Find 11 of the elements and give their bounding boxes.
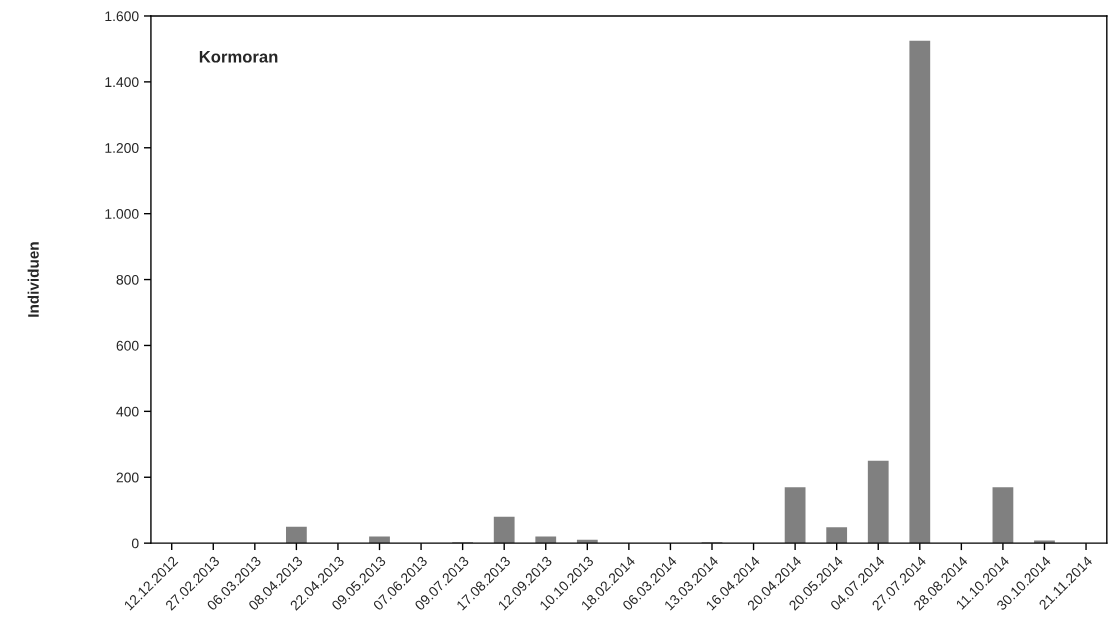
y-tick-label: 600 bbox=[116, 340, 139, 351]
y-axis-title: Individuen bbox=[27, 242, 39, 317]
y-tick-label: 1.200 bbox=[105, 143, 139, 153]
y-tick-label: 1.400 bbox=[105, 77, 139, 88]
y-tick-label: 200 bbox=[116, 472, 139, 483]
text: Kormoran bbox=[199, 50, 278, 63]
y-tick-label: 1.600 bbox=[105, 11, 139, 22]
y-tick-label: 800 bbox=[116, 274, 139, 285]
y-tick-label: 1.000 bbox=[105, 209, 139, 219]
y-tick-label: 0 bbox=[131, 538, 139, 549]
y-tick-label: 400 bbox=[116, 406, 139, 417]
